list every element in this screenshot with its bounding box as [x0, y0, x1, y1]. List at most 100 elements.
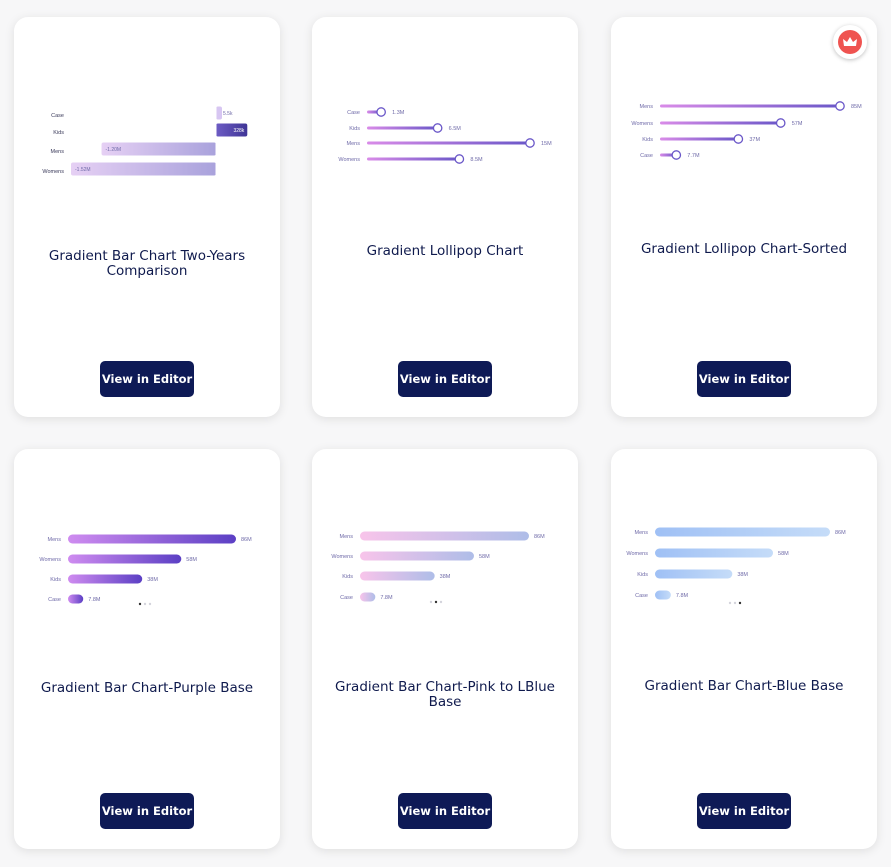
pagination-dot	[429, 600, 433, 604]
value-label: 38M	[737, 572, 748, 578]
bar	[68, 534, 236, 544]
value-label: 58M	[479, 554, 490, 560]
card-title: Gradient Lollipop Chart-Sorted	[640, 241, 848, 257]
value-label: 38M	[440, 574, 451, 580]
category-label: Womens	[331, 554, 353, 560]
value-label: 7.8M	[380, 595, 393, 601]
category-label: Case	[48, 597, 61, 603]
category-label: Mens	[51, 149, 65, 155]
category-label: Kids	[342, 574, 353, 580]
card-title: Gradient Bar Chart-Blue Base	[644, 678, 844, 694]
category-label: Kids	[50, 577, 61, 583]
pagination-dot	[728, 601, 732, 605]
crown-icon	[838, 30, 862, 54]
bar	[216, 106, 222, 120]
lollipop-dot	[835, 101, 845, 111]
category-label: Kids	[349, 126, 360, 132]
bar	[655, 569, 733, 579]
value-label: 38M	[147, 577, 158, 583]
value-label: 6.5M	[449, 126, 462, 132]
lollipop-stem	[367, 141, 530, 145]
value-label: 86M	[241, 537, 252, 543]
chart-thumbnail: Mens 86M Womens 58M Kids 38M Case 7.8M	[331, 531, 545, 604]
lollipop-stem	[660, 104, 840, 108]
category-label: Kids	[53, 130, 64, 136]
bar	[68, 594, 84, 604]
view-in-editor-button[interactable]: View in Editor	[398, 793, 492, 829]
chart-thumbnail: Mens 86M Womens 58M Kids 38M Case 7.8M	[39, 534, 252, 606]
lollipop-dot	[671, 150, 682, 160]
value-label: 85M	[851, 104, 862, 110]
category-label: Case	[51, 113, 64, 119]
category-label: Case	[635, 593, 648, 599]
value-label: -1.52M	[75, 167, 91, 173]
value-label: 86M	[835, 530, 846, 536]
bar	[360, 571, 435, 581]
value-label: 7.8M	[676, 593, 689, 599]
category-label: Kids	[637, 572, 648, 578]
category-label: Mens	[640, 104, 654, 110]
category-label: Womens	[42, 169, 64, 175]
chart-thumbnail: Mens 86M Womens 58M Kids 38M Case 7.8M	[626, 527, 846, 605]
bar	[360, 592, 376, 602]
value-label: 15M	[541, 141, 552, 147]
lollipop-dot	[733, 134, 744, 144]
value-label: 1.3M	[392, 110, 405, 116]
bar	[216, 123, 248, 137]
category-label: Mens	[347, 141, 361, 147]
category-label: Kids	[642, 137, 653, 143]
template-card[interactable]: Mens 86M Womens 58M Kids 38M Case 7.8M Gradient…	[14, 449, 280, 849]
category-label: Womens	[626, 551, 648, 557]
pagination-dot	[434, 600, 438, 604]
lollipop-dot	[775, 118, 786, 128]
lollipop-stem	[367, 157, 460, 161]
pagination-dot	[138, 602, 142, 606]
category-label: Womens	[39, 557, 61, 563]
chart-thumbnail: Case 1.3M Kids 6.5M Mens 15M Womens 8.5M	[338, 107, 552, 164]
category-label: Case	[340, 595, 353, 601]
value-label: 58M	[186, 557, 197, 563]
bar	[68, 574, 143, 584]
lollipop-stem	[367, 126, 438, 130]
value-label: 8.5M	[470, 157, 483, 163]
template-card[interactable]: Case 5.5k Kids 328k Mens -1.20M Womens -1.52M G…	[14, 17, 280, 417]
bar	[655, 527, 830, 537]
premium-badge[interactable]	[833, 25, 867, 59]
view-in-editor-button[interactable]: View in Editor	[697, 361, 791, 397]
value-label: 5.5k	[223, 111, 233, 117]
chart-thumbnail: Case 5.5k Kids 328k Mens -1.20M Womens -1.52M	[42, 103, 248, 177]
lollipop-dot	[454, 154, 465, 164]
bar	[655, 590, 671, 600]
view-in-editor-button[interactable]: View in Editor	[697, 793, 791, 829]
value-label: 57M	[792, 121, 803, 127]
template-card[interactable]: Mens 86M Womens 58M Kids 38M Case 7.8M Gradient…	[312, 449, 578, 849]
card-title: Gradient Bar Chart-Purple Base	[40, 680, 254, 696]
bar	[101, 142, 216, 156]
template-card[interactable]: Mens 85M Womens 57M Kids 37M Case 7.7M Gradient…	[611, 17, 877, 417]
pagination-dot	[439, 600, 443, 604]
card-title: Gradient Bar Chart Two-Years Comparison	[48, 248, 246, 279]
pagination-dot	[738, 601, 742, 605]
pagination-dot	[148, 602, 152, 606]
category-label: Mens	[340, 534, 354, 540]
category-label: Mens	[48, 537, 62, 543]
lollipop-stem	[660, 121, 781, 125]
card-title: Gradient Bar Chart-Pink to LBlue Base	[335, 679, 555, 710]
view-in-editor-button[interactable]: View in Editor	[100, 793, 194, 829]
pagination-dot	[733, 601, 737, 605]
template-card[interactable]: Case 1.3M Kids 6.5M Mens 15M Womens 8.5M Gradie…	[312, 17, 578, 417]
value-label: 7.8M	[88, 597, 101, 603]
lollipop-dot	[432, 123, 443, 133]
value-label: 7.7M	[687, 153, 700, 159]
template-card[interactable]: Mens 86M Womens 58M Kids 38M Case 7.8M Gradient…	[611, 449, 877, 849]
category-label: Case	[347, 110, 360, 116]
value-label: 86M	[534, 534, 545, 540]
bar	[71, 162, 216, 176]
view-in-editor-button[interactable]: View in Editor	[398, 361, 492, 397]
chart-thumbnail: Mens 85M Womens 57M Kids 37M Case 7.7M	[631, 101, 862, 160]
value-label: 58M	[778, 551, 789, 557]
lollipop-stem	[660, 137, 739, 141]
bar	[655, 548, 774, 558]
category-label: Mens	[635, 530, 649, 536]
view-in-editor-button[interactable]: View in Editor	[100, 361, 194, 397]
